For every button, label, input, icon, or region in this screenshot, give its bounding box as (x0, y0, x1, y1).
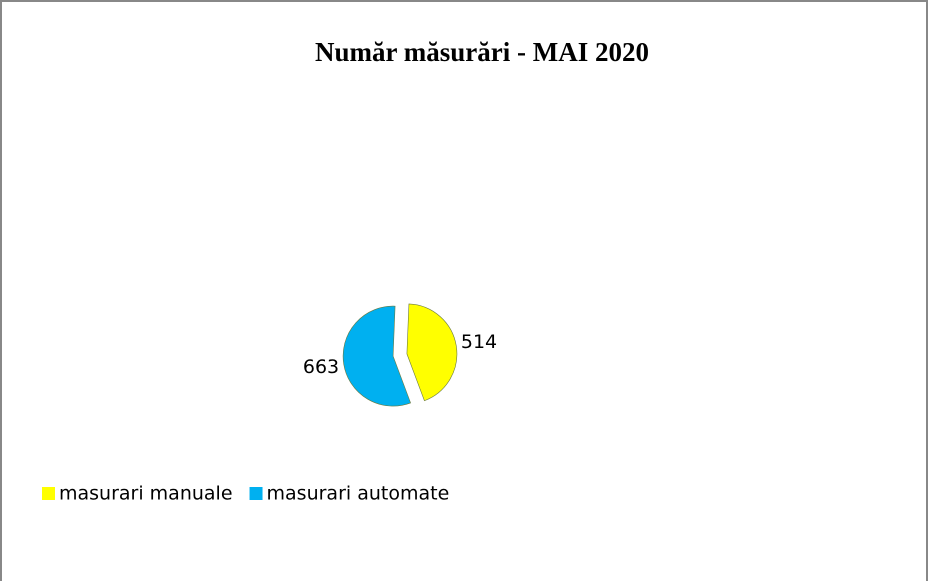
legend-label: masurari manuale (59, 483, 233, 505)
data-label: 514 (461, 331, 497, 353)
pie-slice (406, 303, 458, 402)
legend-label: masurari automate (267, 483, 450, 505)
pie-slice (342, 305, 411, 407)
data-label: 663 (303, 356, 339, 378)
chart-title: Număr măsurări - MAI 2020 (315, 37, 649, 67)
legend-swatch (42, 487, 55, 500)
legend-swatch (249, 487, 263, 500)
